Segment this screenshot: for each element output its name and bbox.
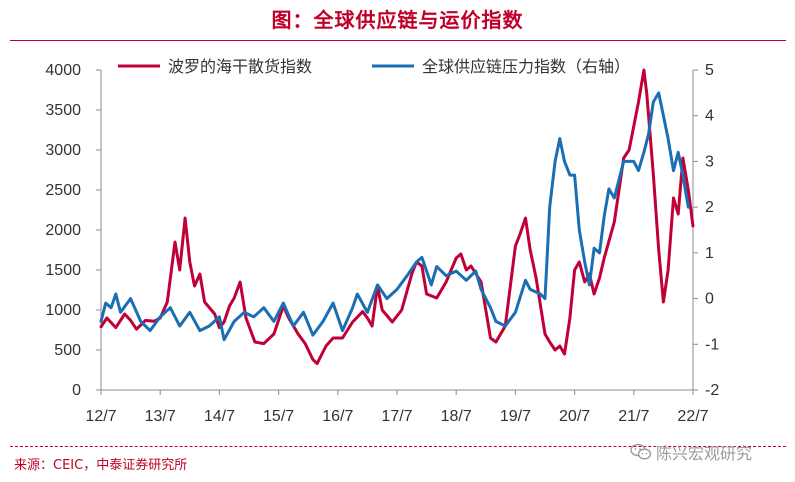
left-tick-label: 3500 bbox=[45, 102, 81, 119]
right-tick-label: 0 bbox=[705, 291, 714, 308]
watermark-text: 陈兴宏观研究 bbox=[656, 444, 753, 463]
x-tick-label: 19/7 bbox=[500, 408, 531, 425]
x-tick-label: 14/7 bbox=[204, 408, 235, 425]
left-tick-label: 1000 bbox=[45, 302, 81, 319]
x-tick-label: 12/7 bbox=[85, 408, 116, 425]
right-tick-label: -2 bbox=[705, 382, 719, 399]
legend-label: 波罗的海干散货指数 bbox=[168, 57, 312, 76]
x-tick-label: 17/7 bbox=[381, 408, 412, 425]
left-tick-label: 1500 bbox=[45, 262, 81, 279]
legend-label: 全球供应链压力指数（右轴） bbox=[422, 57, 630, 76]
x-tick-label: 13/7 bbox=[145, 408, 176, 425]
legend: 波罗的海干散货指数 全球供应链压力指数（右轴） bbox=[118, 57, 630, 76]
left-tick-label: 2500 bbox=[45, 182, 81, 199]
left-axis: 0 500 1000 1500 2000 2500 3000 3500 4000 bbox=[45, 62, 102, 399]
source-note: 来源：CEIC，中泰证券研究所 bbox=[14, 458, 188, 473]
x-axis: 12/7 13/7 14/7 15/7 16/7 17/7 18/7 19/7 20/7 21/7… bbox=[85, 389, 709, 425]
watermark: 陈兴宏观研究 bbox=[630, 440, 752, 464]
right-tick-label: 1 bbox=[705, 245, 714, 262]
right-tick-label: 3 bbox=[705, 153, 714, 170]
footer-divider bbox=[10, 446, 786, 447]
right-tick-label: 5 bbox=[705, 62, 714, 79]
left-tick-label: 3000 bbox=[45, 142, 81, 159]
x-tick-label: 16/7 bbox=[322, 408, 353, 425]
series-layer bbox=[99, 68, 695, 366]
right-tick-label: 2 bbox=[705, 199, 714, 216]
right-axis: -2 -1 0 1 2 3 4 5 bbox=[692, 62, 719, 399]
left-tick-label: 4000 bbox=[45, 62, 81, 79]
right-tick-label: -1 bbox=[705, 336, 719, 353]
series-line-gscpi bbox=[99, 91, 690, 342]
x-tick-label: 18/7 bbox=[441, 408, 472, 425]
left-tick-label: 0 bbox=[72, 382, 81, 399]
x-tick-label: 15/7 bbox=[263, 408, 294, 425]
x-tick-label: 21/7 bbox=[618, 408, 649, 425]
chart-title: 图：全球供应链与运价指数 bbox=[271, 8, 524, 32]
wechat-icon bbox=[630, 443, 652, 460]
series-line-baltic bbox=[99, 68, 695, 366]
left-tick-label: 500 bbox=[54, 342, 81, 359]
right-tick-label: 4 bbox=[705, 108, 714, 125]
title-divider bbox=[10, 40, 786, 41]
x-tick-label: 22/7 bbox=[677, 408, 708, 425]
left-tick-label: 2000 bbox=[45, 222, 81, 239]
x-tick-label: 20/7 bbox=[559, 408, 590, 425]
